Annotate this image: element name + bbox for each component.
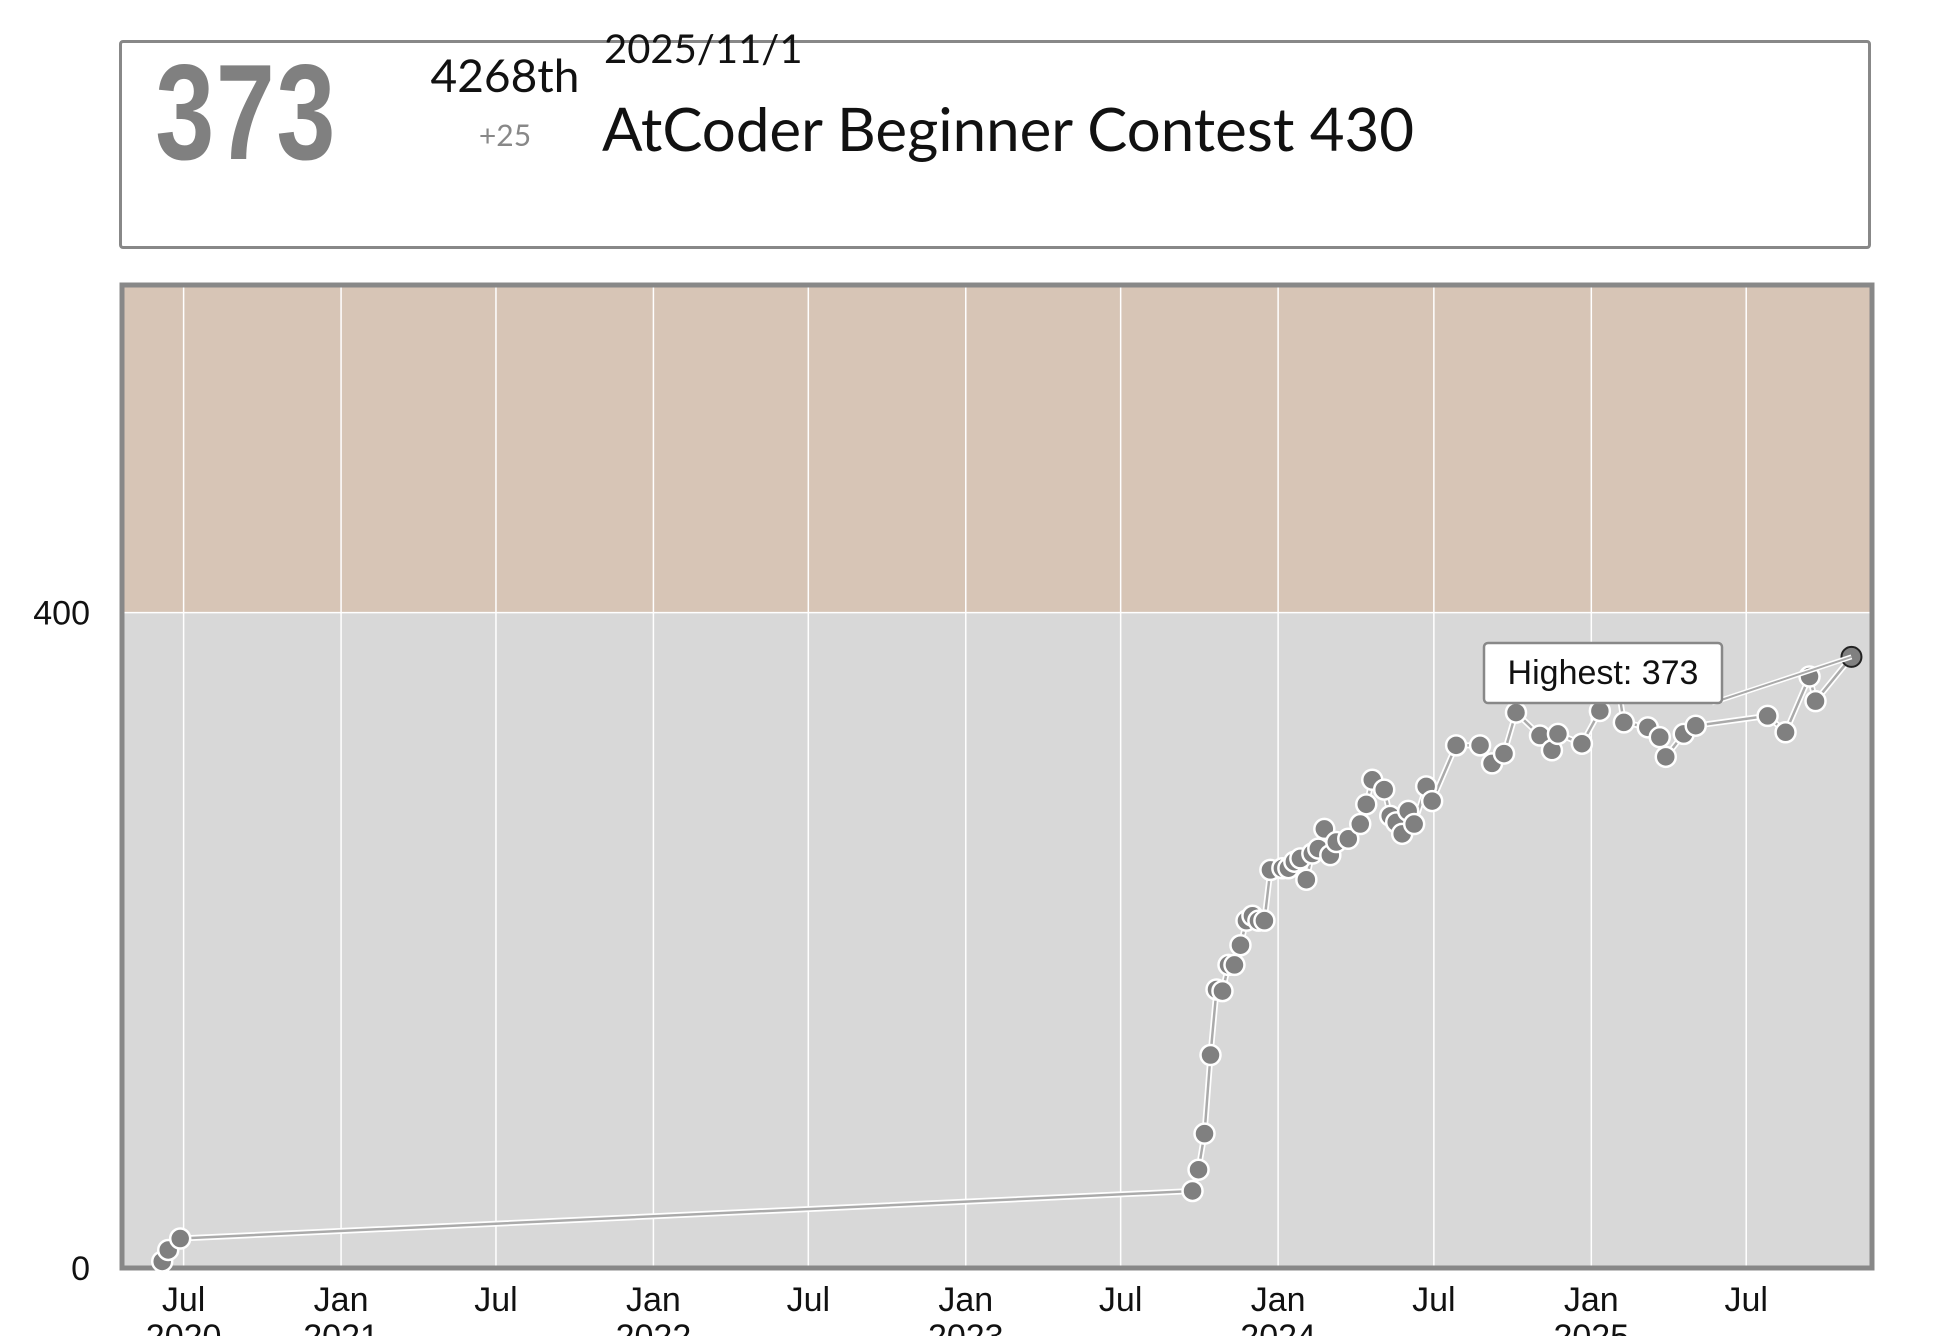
data-point [1570,732,1594,755]
x-tick-label: Jan [1251,1281,1306,1319]
data-point [1492,742,1516,765]
x-tick-year-label: 2022 [616,1318,692,1336]
data-point [1612,711,1636,734]
x-tick-label: Jan [626,1281,681,1319]
x-tick-label: Jul [474,1281,517,1319]
data-point [1504,701,1528,724]
x-tick-label: Jan [1564,1281,1619,1319]
x-tick-label: Jul [1099,1281,1142,1319]
plot-frame [119,282,1875,1271]
x-tick-label: Jan [938,1281,993,1319]
data-point [1804,689,1827,713]
data-point [1355,793,1378,816]
y-tick-label: 400 [33,595,90,633]
rating-delta: +25 [478,117,532,153]
data-point [1684,714,1707,737]
data-point [1756,704,1779,728]
x-tick-year-label: 2020 [146,1318,222,1336]
contest-status-card [119,40,1871,249]
x-tick-label: Jul [1724,1281,1767,1319]
data-point [1468,734,1492,757]
x-tick-year-label: 2024 [1240,1318,1316,1336]
data-point [1420,789,1444,813]
x-tick-year-label: 2023 [928,1318,1004,1336]
contest-name[interactable]: AtCoder Beginner Contest 430 [602,92,1415,164]
data-point [1199,1043,1222,1067]
data-point [1253,909,1276,932]
rating-value: 373 [155,36,337,188]
x-tick-label: Jan [314,1281,369,1319]
x-tick-label: Jul [162,1281,205,1319]
data-point [1295,868,1318,891]
contest-date: 2025/11/1 [604,24,803,72]
data-point [1211,979,1234,1003]
rating-bands [122,285,1872,1268]
x-tick-year-label: 2021 [303,1318,379,1336]
x-tick-year-label: 2025 [1553,1318,1629,1336]
band-0 [122,612,1872,1268]
highest-label: Highest: 373 [1508,654,1699,692]
rating-points [150,645,1863,1273]
data-point [1654,745,1678,769]
axis-labels: 0400Jul2020Jan2021JulJan2022JulJan2023Ju… [33,595,1768,1336]
data-point [1444,734,1468,757]
data-point [1229,933,1252,957]
data-point [1223,953,1246,977]
data-point [1402,812,1426,836]
data-point [1337,827,1360,851]
data-point [1349,812,1372,836]
data-point [1546,722,1570,746]
data-point [1774,721,1797,744]
highest-callout: Highest: 373 [1482,641,1853,706]
x-tick-label: Jul [787,1281,830,1319]
data-point [1193,1122,1216,1145]
data-point [1648,725,1672,749]
data-point [168,1227,192,1250]
y-tick-label: 0 [71,1250,90,1288]
x-tick-label: Jul [1412,1281,1455,1319]
rank-text: 4268th [430,47,580,102]
data-point [1372,778,1396,801]
callout-line [1711,655,1852,704]
band-1 [122,285,1872,613]
data-point [1181,1179,1204,1203]
highest-box [1482,641,1724,705]
data-point [1187,1158,1210,1181]
